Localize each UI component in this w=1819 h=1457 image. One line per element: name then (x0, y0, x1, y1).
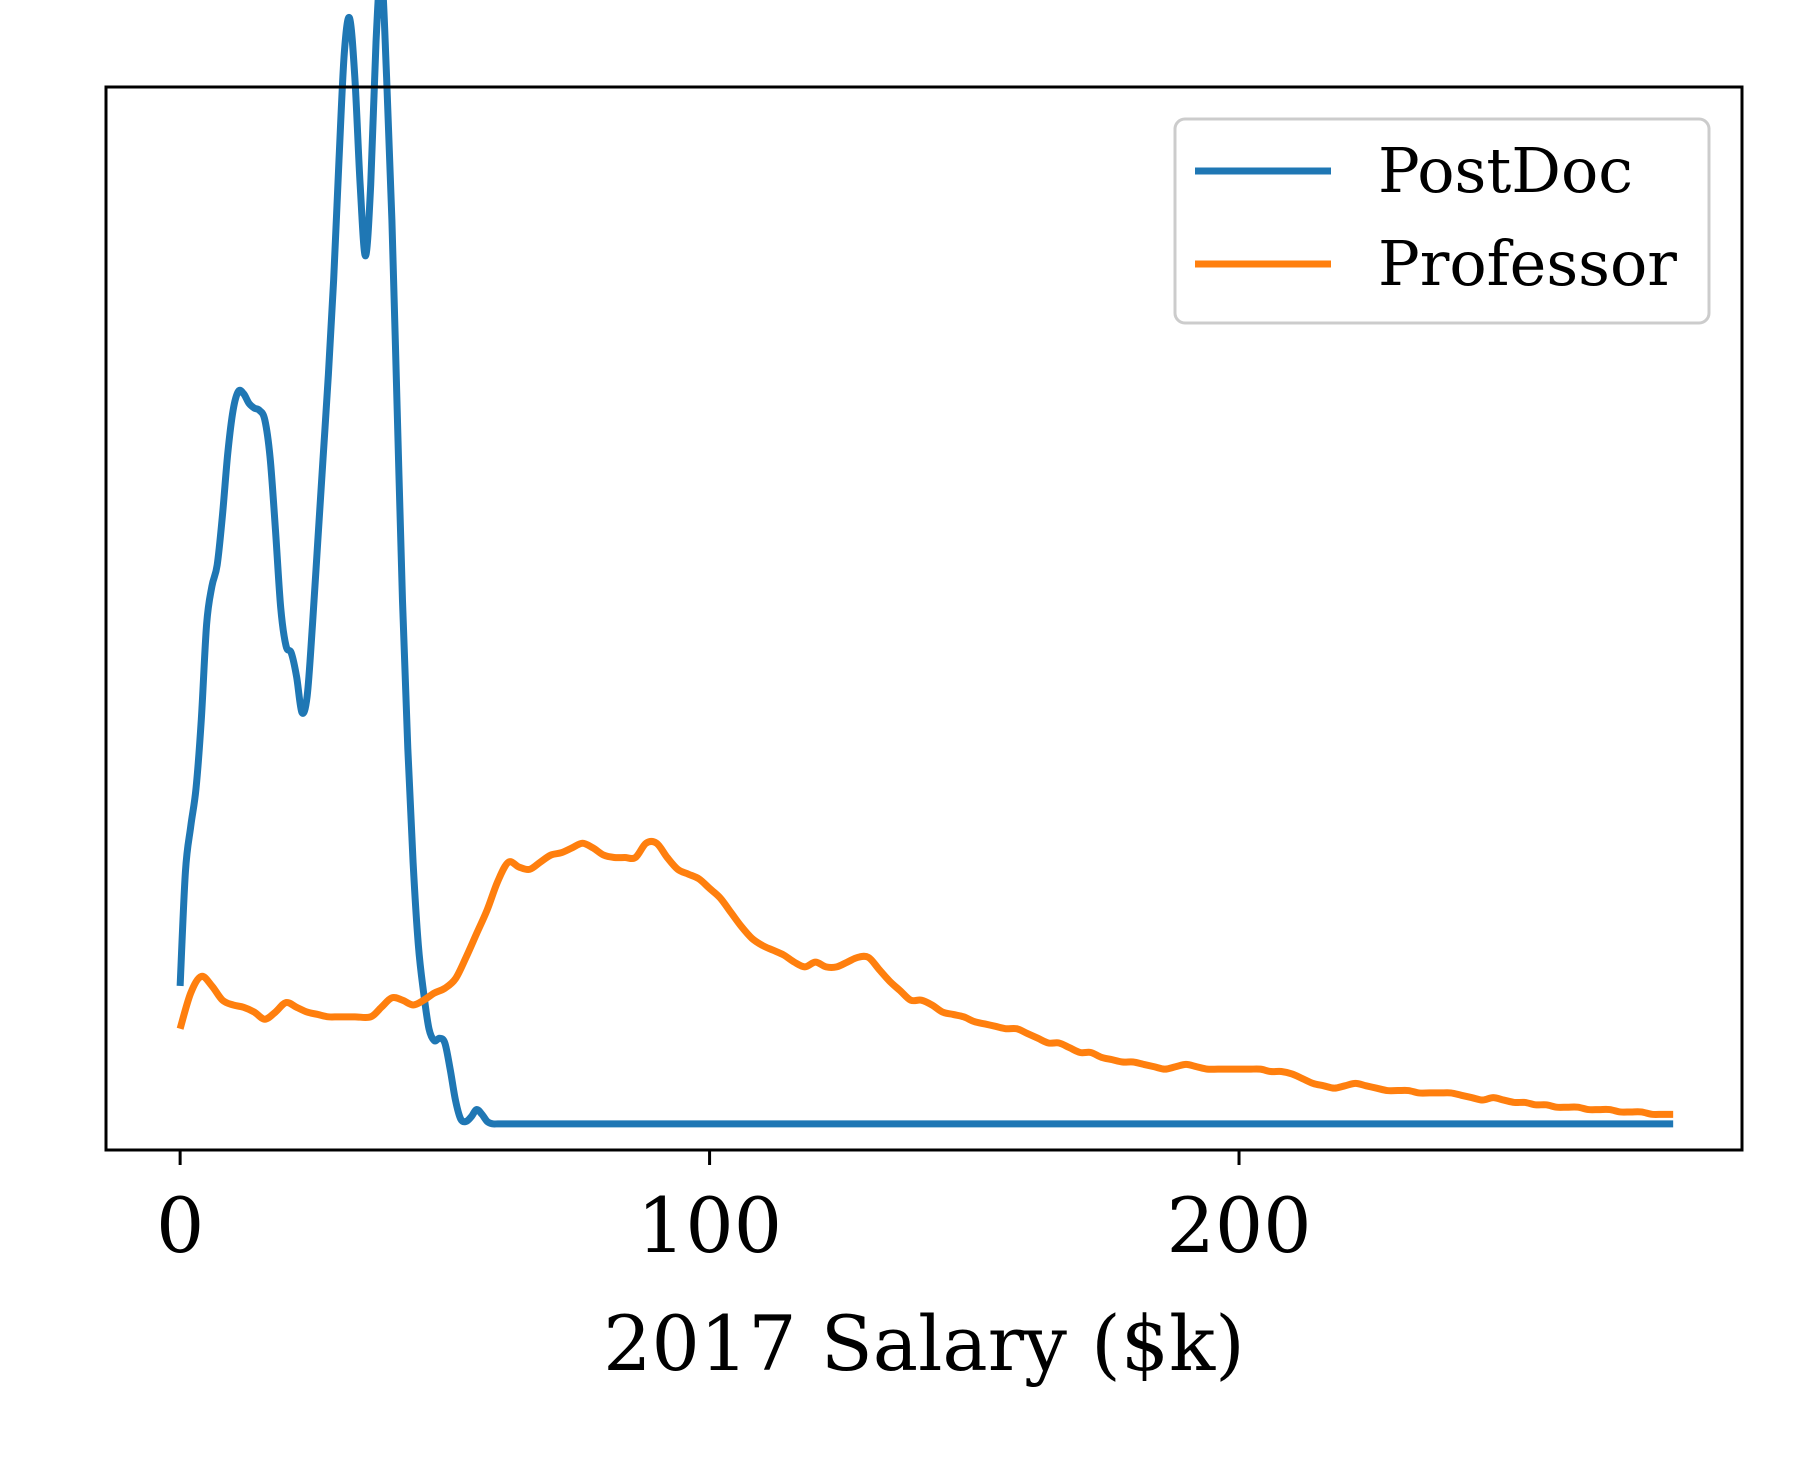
legend: PostDoc Professor (1173, 117, 1711, 325)
x-tick-label: 0 (156, 1181, 204, 1270)
x-axis-label: 2017 Salary ($k) (603, 1299, 1245, 1388)
series-line-professor (176, 837, 1674, 1119)
x-tick-label: 200 (1166, 1181, 1311, 1270)
x-tick-label: 100 (637, 1181, 782, 1270)
legend-label-professor: Professor (1378, 227, 1677, 300)
series-layer (176, 0, 1674, 1128)
plot-frame (104, 85, 1744, 1152)
series-line-postdoc (176, 0, 1674, 1128)
legend-label-postdoc: PostDoc (1378, 134, 1633, 207)
x-axis-ticks: 0 100 200 (156, 1150, 1312, 1270)
